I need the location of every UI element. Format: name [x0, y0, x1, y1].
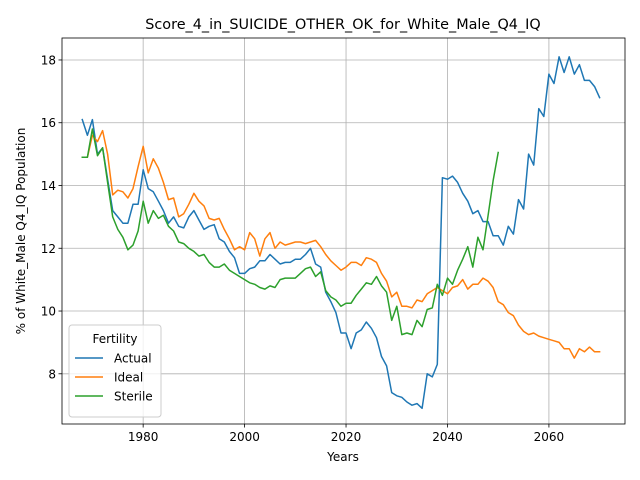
y-axis-label: % of White_Male Q4_IQ Population: [14, 128, 28, 335]
y-tick-label: 12: [41, 242, 56, 256]
legend-box: [68, 324, 162, 418]
series-line-actual: [81, 56, 601, 410]
y-tick-label: 8: [48, 367, 56, 381]
x-tick-label: 2000: [229, 430, 260, 444]
series-line-ideal: [81, 129, 601, 359]
plot-area-frame: [61, 37, 626, 425]
y-tick-label: 18: [41, 53, 56, 67]
x-tick-label: 2020: [331, 430, 362, 444]
chart-title: Score_4_in_SUICIDE_OTHER_OK_for_White_Ma…: [145, 17, 540, 33]
x-tick-label: 1980: [128, 430, 159, 444]
x-axis-ticks: 1980 2000 2020 2040 2060: [128, 424, 564, 444]
y-tick-label: 16: [41, 116, 56, 130]
legend-label-ideal: Ideal: [114, 371, 143, 385]
x-tick-label: 2060: [534, 430, 565, 444]
y-tick-label: 14: [41, 179, 56, 193]
x-axis-label: Years: [326, 450, 359, 464]
legend-entries: Actual Ideal Sterile: [75, 352, 153, 404]
series-line-sterile: [81, 128, 500, 336]
x-tick-label: 2040: [432, 430, 463, 444]
legend-title: Fertility: [92, 332, 137, 346]
legend: Fertility Actual Ideal Sterile: [68, 324, 162, 418]
legend-label-sterile: Sterile: [114, 390, 153, 404]
legend-label-actual: Actual: [114, 352, 152, 366]
grid: [62, 38, 625, 424]
series-group: [81, 56, 601, 410]
y-axis-ticks: 8 10 12 14 16 18: [41, 53, 62, 381]
y-tick-label: 10: [41, 305, 56, 319]
